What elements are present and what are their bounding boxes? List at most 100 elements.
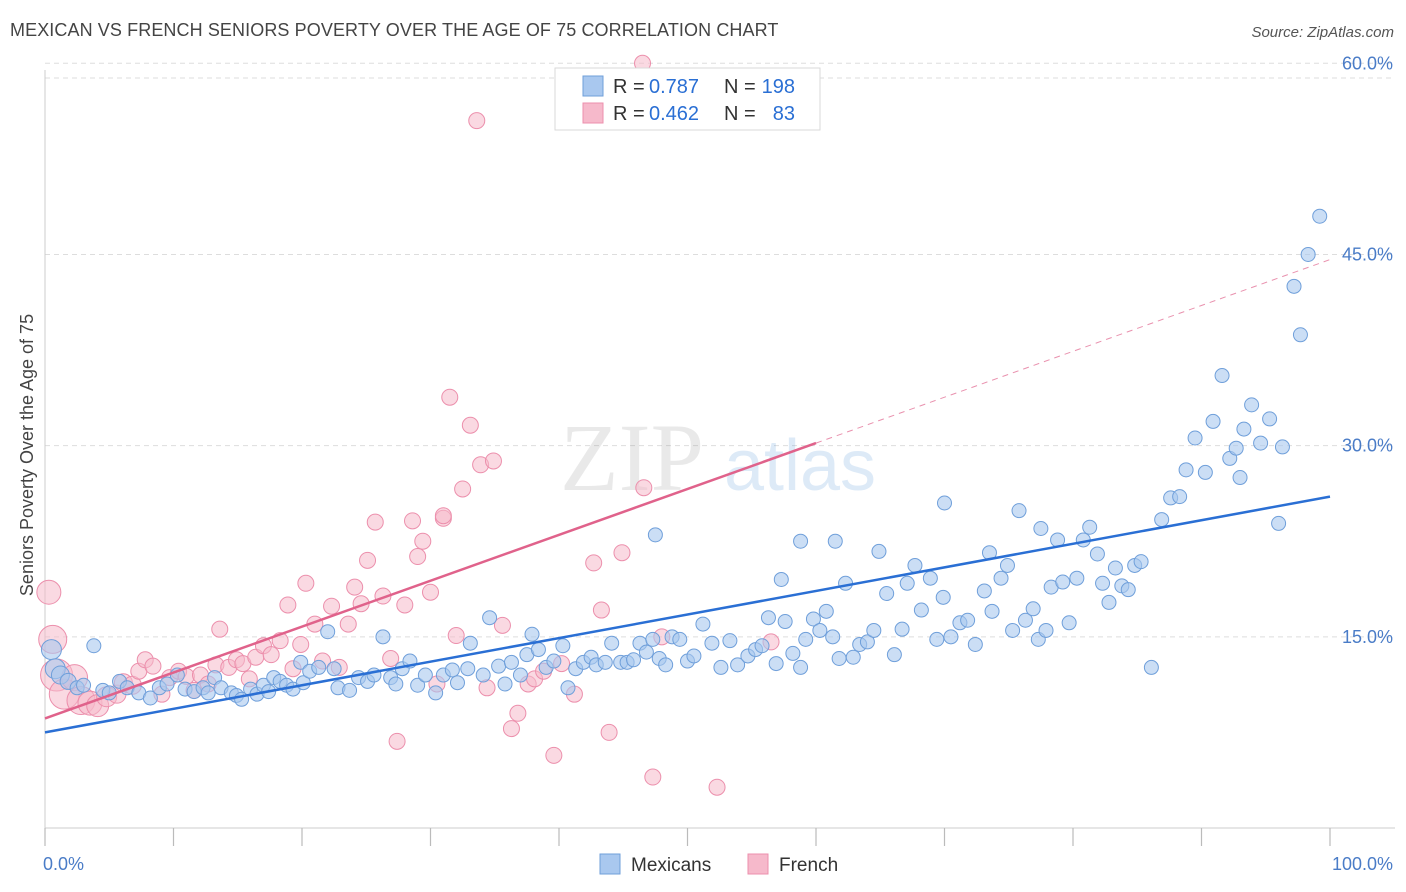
mexicans-point [1292, 327, 1308, 343]
mexicans-point [311, 659, 327, 675]
french-point [468, 112, 486, 130]
mexicans-point [937, 495, 952, 511]
french-point [441, 388, 459, 406]
mexicans-point [922, 570, 938, 586]
french-point [600, 723, 618, 741]
mexicans-point [546, 653, 562, 669]
french-point [262, 646, 280, 664]
mexicans-point [1178, 462, 1194, 478]
french-point [36, 579, 62, 605]
mexicans-point [375, 629, 391, 645]
mexicans-point [560, 680, 576, 696]
french-point [447, 627, 465, 645]
mexicans-point [777, 614, 793, 630]
mexicans-point [976, 583, 992, 599]
mexicans-point [524, 626, 540, 642]
x-tick-label: 0.0% [43, 854, 84, 874]
mexicans-point [638, 644, 654, 660]
mexicans-point [1005, 622, 1021, 638]
mexicans-point [760, 610, 776, 626]
mexicans-point [293, 654, 309, 670]
mexicans-point [503, 654, 519, 670]
french-point [708, 778, 726, 796]
mexicans-point [831, 650, 847, 666]
axes [44, 70, 1395, 846]
mexicans-point [475, 667, 491, 683]
mexicans-point [1061, 615, 1077, 631]
mexicans-point [1107, 560, 1123, 576]
mexicans-point [812, 622, 828, 638]
french-point [635, 479, 653, 497]
mexicans-point [604, 635, 620, 651]
mexicans-point [462, 635, 478, 651]
legend-r-label-1: R = [613, 76, 645, 98]
mexicans-point [713, 659, 729, 675]
mexicans-point [1055, 574, 1071, 590]
french-trendline-extension [815, 259, 1331, 444]
french-point [409, 548, 427, 566]
mexicans-point [907, 557, 923, 573]
mexicans-point [530, 642, 546, 658]
bottom-label-french: French [779, 855, 838, 876]
legend-r-value-1: 0.787 [649, 76, 699, 98]
mexicans-point [626, 652, 642, 668]
mexicans-point [730, 657, 746, 673]
mexicans-point [993, 570, 1009, 586]
french-point [502, 720, 520, 738]
mexicans-point [460, 661, 476, 677]
mexicans-point [1172, 489, 1188, 505]
french-point [613, 544, 631, 562]
mexicans-point [1069, 570, 1085, 586]
mexicans-point [825, 629, 841, 645]
mexicans-point [1214, 368, 1230, 384]
mexicans-point [388, 676, 404, 692]
french-point [292, 635, 310, 653]
mexicans-point [793, 659, 809, 675]
french-point [461, 416, 479, 434]
french-point [211, 620, 229, 638]
french-point [323, 597, 341, 615]
french-point [144, 657, 162, 675]
y-tick-label: 45.0% [1342, 244, 1393, 264]
mexicans-point [1033, 520, 1049, 536]
french-point [382, 649, 400, 667]
french-point [279, 596, 297, 614]
y-tick-label: 60.0% [1342, 53, 1393, 73]
watermark: ZIP atlas [560, 404, 876, 511]
mexicans-point [1300, 246, 1316, 262]
mexicans-point [754, 638, 770, 654]
mexicans-point [798, 631, 814, 647]
mexicans-point [785, 645, 801, 661]
mexicans-point [1253, 435, 1269, 451]
mexicans-point [773, 571, 789, 587]
mexicans-point [1244, 397, 1260, 413]
mexicans-point [929, 631, 945, 647]
y-tick-label: 15.0% [1342, 627, 1393, 647]
mexicans-trendline [44, 495, 1331, 734]
mexicans-point [1232, 470, 1248, 486]
legend-swatch-mexicans [582, 75, 604, 97]
y-axis-label: Seniors Poverty Over the Age of 75 [17, 314, 37, 596]
y-tick-label: 30.0% [1342, 436, 1393, 456]
french-point [585, 554, 603, 572]
mexicans-points [40, 208, 1328, 707]
mexicans-point [1154, 512, 1170, 528]
legend-n-value-1: 198 [762, 76, 795, 98]
mexicans-point [76, 677, 92, 693]
mexicans-point [686, 648, 702, 664]
mexicans-point [793, 533, 809, 549]
mexicans-point [894, 621, 910, 637]
mexicans-point [1187, 430, 1203, 446]
mexicans-point [1197, 464, 1213, 480]
mexicans-point [342, 682, 358, 698]
mexicans-point [410, 677, 426, 693]
mexicans-point [326, 661, 342, 677]
mexicans-point [1095, 575, 1111, 591]
french-point [359, 551, 377, 569]
mexicans-point [871, 543, 887, 559]
mexicans-point [1011, 503, 1027, 519]
mexicans-point [417, 667, 433, 683]
mexicans-point [1228, 440, 1244, 456]
french-point [346, 578, 364, 596]
bottom-label-mexicans: Mexicans [631, 855, 711, 876]
